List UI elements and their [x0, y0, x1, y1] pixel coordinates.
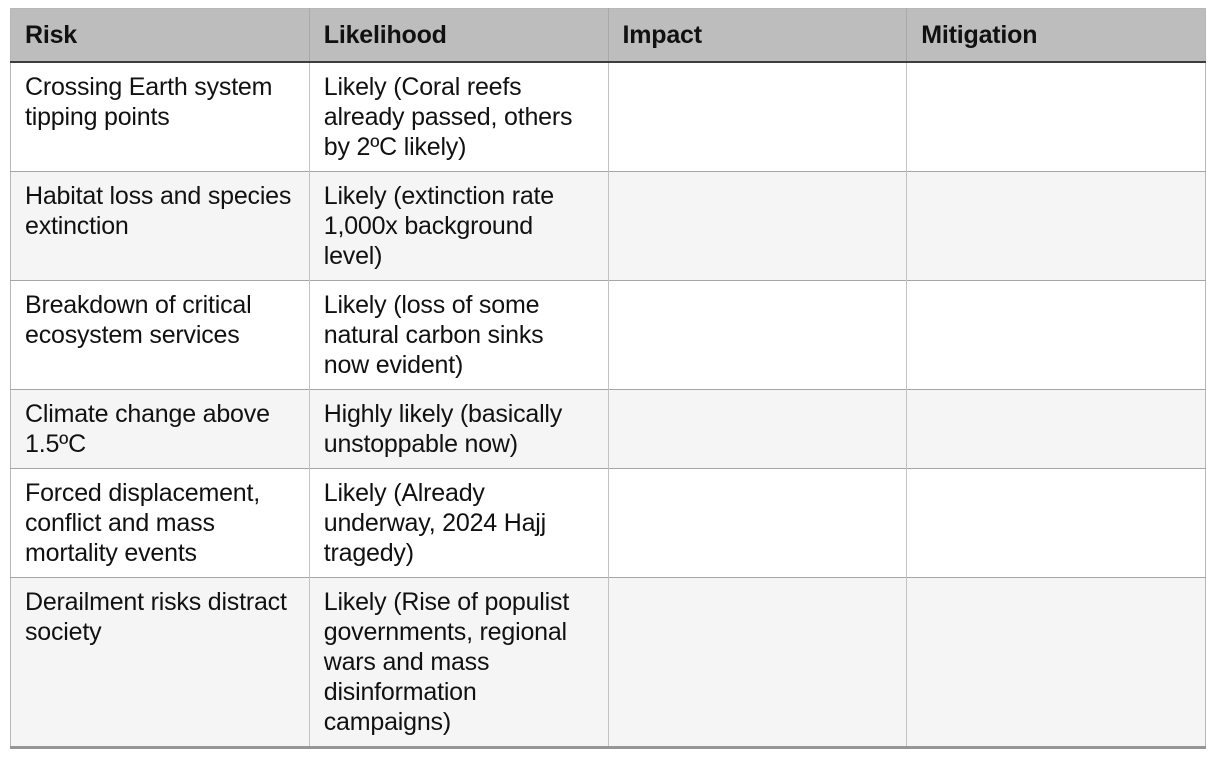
risk-cell[interactable]: Breakdown of critical ecosystem services: [10, 280, 310, 390]
risk-cell[interactable]: Forced displacement, conflict and mass m…: [10, 468, 310, 578]
column-header-likelihood[interactable]: Likelihood: [308, 8, 608, 63]
column-header-risk[interactable]: Risk: [10, 8, 310, 63]
column-header-impact[interactable]: Impact: [607, 8, 907, 63]
impact-cell[interactable]: [607, 468, 907, 578]
impact-cell[interactable]: [607, 577, 907, 748]
table-row: Climate change above 1.5ºC Highly likely…: [10, 389, 1206, 469]
mitigation-cell[interactable]: [906, 171, 1206, 281]
risk-cell[interactable]: Habitat loss and species extinction: [10, 171, 310, 281]
header-row: Risk Likelihood Impact Mitigation: [10, 8, 1206, 63]
impact-cell[interactable]: [607, 389, 907, 469]
impact-cell[interactable]: [607, 62, 907, 172]
risk-cell[interactable]: Climate change above 1.5ºC: [10, 389, 310, 469]
impact-cell[interactable]: [607, 171, 907, 281]
mitigation-cell[interactable]: [906, 468, 1206, 578]
likelihood-cell[interactable]: Likely (extinction rate 1,000x backgroun…: [308, 171, 608, 281]
mitigation-cell[interactable]: [906, 389, 1206, 469]
mitigation-cell[interactable]: [906, 577, 1206, 748]
table-row: Forced displacement, conflict and mass m…: [10, 468, 1206, 578]
impact-cell[interactable]: [607, 280, 907, 390]
mitigation-cell[interactable]: [906, 280, 1206, 390]
column-header-mitigation[interactable]: Mitigation: [906, 8, 1206, 63]
likelihood-cell[interactable]: Highly likely (basically unstoppable now…: [308, 389, 608, 469]
table-row: Breakdown of critical ecosystem services…: [10, 280, 1206, 390]
table-row: Crossing Earth system tipping points Lik…: [10, 62, 1206, 172]
risk-cell[interactable]: Derailment risks distract society: [10, 577, 310, 748]
likelihood-cell[interactable]: Likely (Already underway, 2024 Hajj trag…: [308, 468, 608, 578]
mitigation-cell[interactable]: [906, 62, 1206, 172]
risk-register-table: Risk Likelihood Impact Mitigation Crossi…: [10, 8, 1206, 749]
likelihood-cell[interactable]: Likely (loss of some natural carbon sink…: [308, 280, 608, 390]
risk-cell[interactable]: Crossing Earth system tipping points: [10, 62, 310, 172]
likelihood-cell[interactable]: Likely (Rise of populist governments, re…: [308, 577, 608, 748]
table-row: Habitat loss and species extinction Like…: [10, 171, 1206, 281]
likelihood-cell[interactable]: Likely (Coral reefs already passed, othe…: [308, 62, 608, 172]
table-row: Derailment risks distract society Likely…: [10, 577, 1206, 748]
